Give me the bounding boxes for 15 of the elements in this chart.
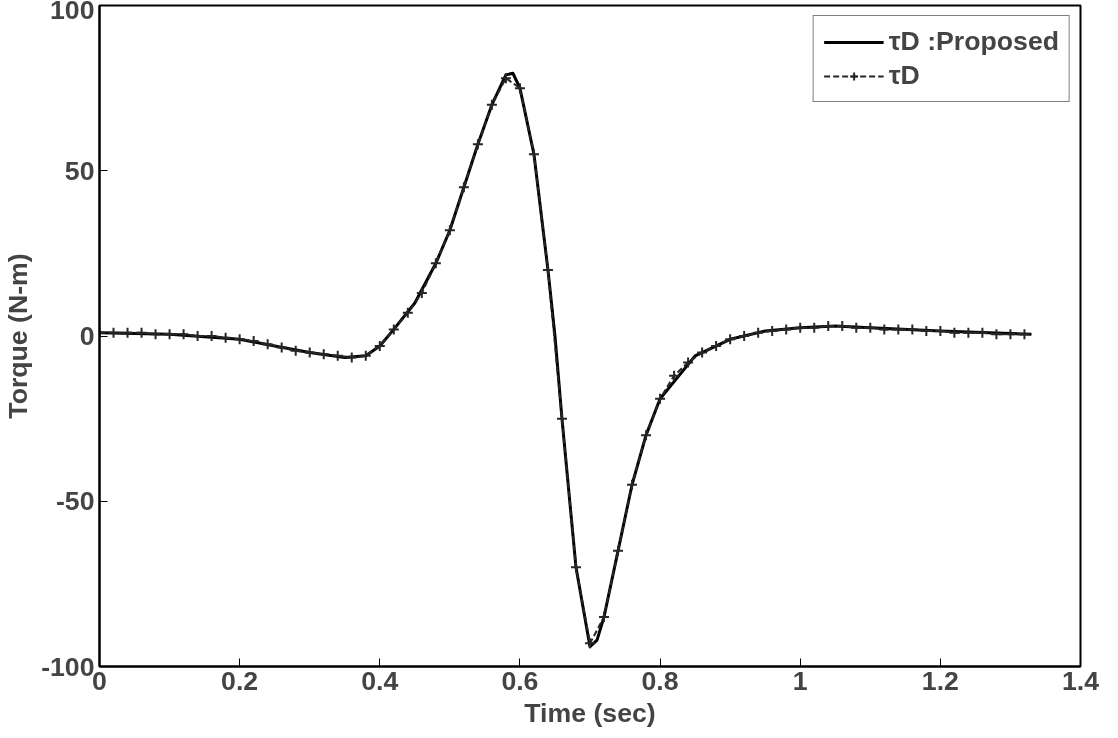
y-tick-label: 100 (50, 0, 95, 25)
y-tick-label: -50 (55, 486, 95, 517)
y-tick-label: 0 (79, 321, 95, 351)
x-tick-label: 0.4 (361, 665, 399, 696)
x-tick-label: 1.2 (921, 665, 959, 696)
x-tick-label: 0.6 (501, 665, 539, 696)
x-tick-label: 0.8 (641, 665, 679, 696)
legend-label: τD (888, 60, 920, 91)
x-tick-label: 1 (792, 665, 808, 696)
legend-label: τD :Proposed (888, 26, 1059, 57)
x-tick-label: 1.4 (1061, 665, 1100, 696)
y-axis-title: Torque (N-m) (3, 253, 34, 419)
y-tick-label: 50 (64, 155, 95, 186)
x-tick-label: 0.2 (221, 665, 259, 696)
x-axis-title: Time (sec) (524, 697, 656, 728)
